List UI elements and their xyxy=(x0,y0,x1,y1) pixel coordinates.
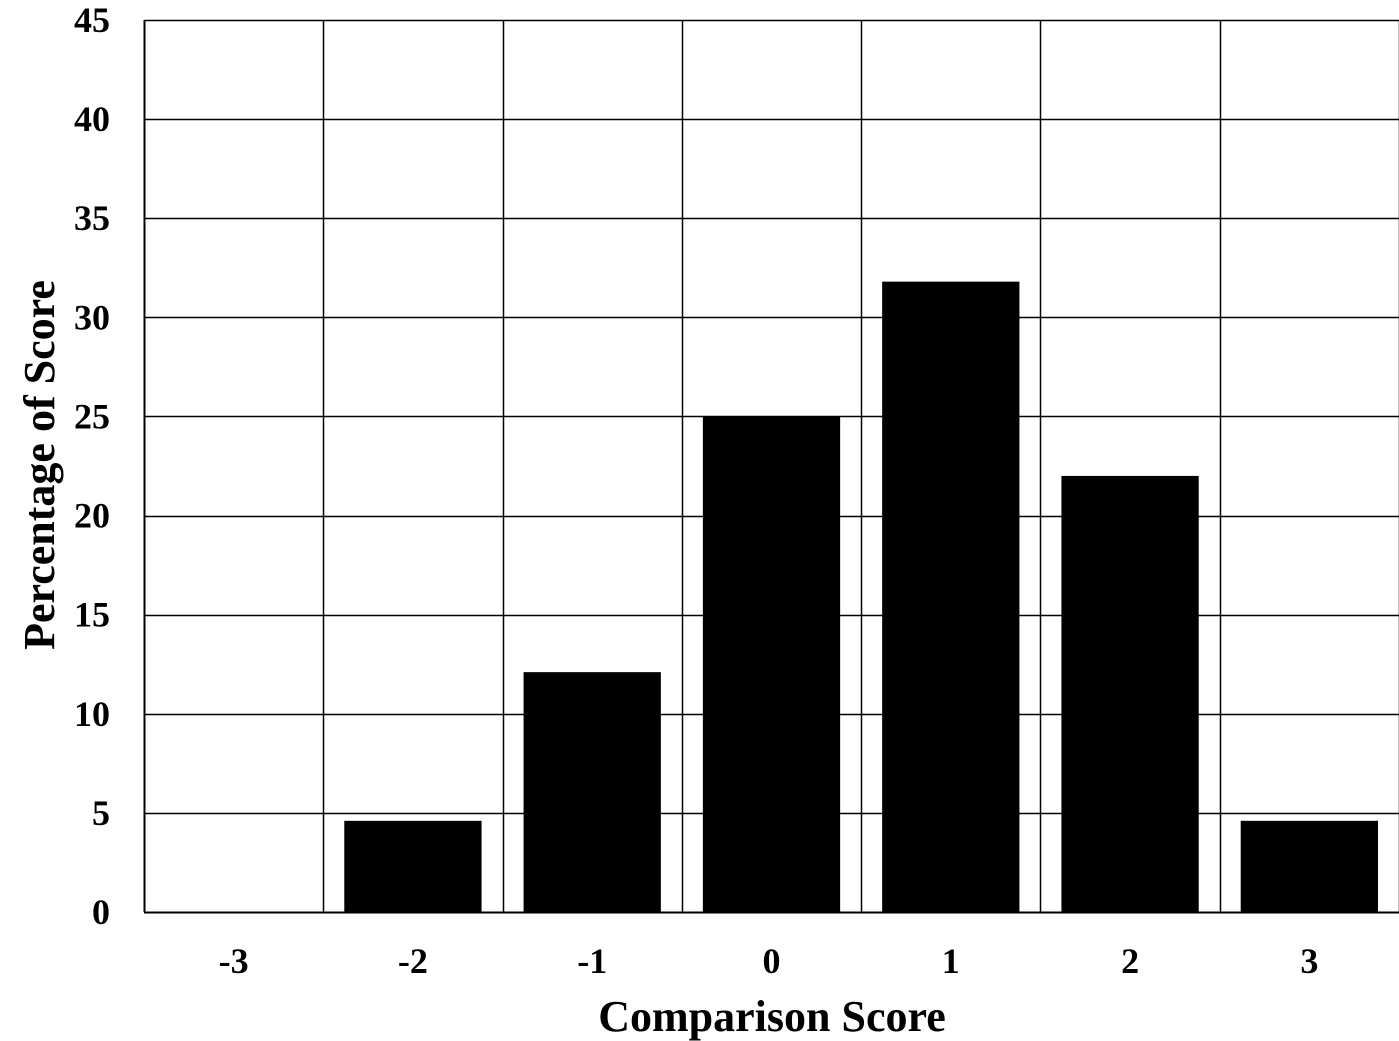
x-tick-label: 1 xyxy=(942,941,960,981)
x-tick-label: 3 xyxy=(1300,941,1318,981)
x-tick-label: 2 xyxy=(1121,941,1139,981)
y-tick-label: 35 xyxy=(74,198,110,238)
y-tick-labels: 0 5 10 15 20 25 30 35 40 45 xyxy=(74,0,110,932)
y-tick-label: 40 xyxy=(74,99,110,139)
y-axis-title: Percentage of Score xyxy=(15,280,64,650)
x-tick-label: -2 xyxy=(398,941,428,981)
y-tick-label: 25 xyxy=(74,396,110,436)
x-tick-label: 0 xyxy=(763,941,781,981)
bars xyxy=(344,281,1378,912)
bar-3 xyxy=(1240,820,1378,912)
y-tick-label: 45 xyxy=(74,0,110,40)
x-axis-title: Comparison Score xyxy=(598,992,946,1041)
bar-2 xyxy=(1061,475,1199,912)
y-tick-label: 20 xyxy=(74,496,110,536)
bar--1 xyxy=(523,672,661,912)
y-tick-label: 5 xyxy=(92,793,110,833)
bar-1 xyxy=(882,281,1020,912)
x-tick-labels: -3 -2 -1 0 1 2 3 xyxy=(219,941,1319,981)
y-tick-label: 15 xyxy=(74,595,110,635)
bar--2 xyxy=(344,820,482,912)
y-tick-label: 30 xyxy=(74,297,110,337)
y-tick-label: 0 xyxy=(92,892,110,932)
x-tick-label: -3 xyxy=(219,941,249,981)
bar-0 xyxy=(702,416,841,912)
y-tick-label: 10 xyxy=(74,694,110,734)
x-tick-label: -1 xyxy=(577,941,607,981)
